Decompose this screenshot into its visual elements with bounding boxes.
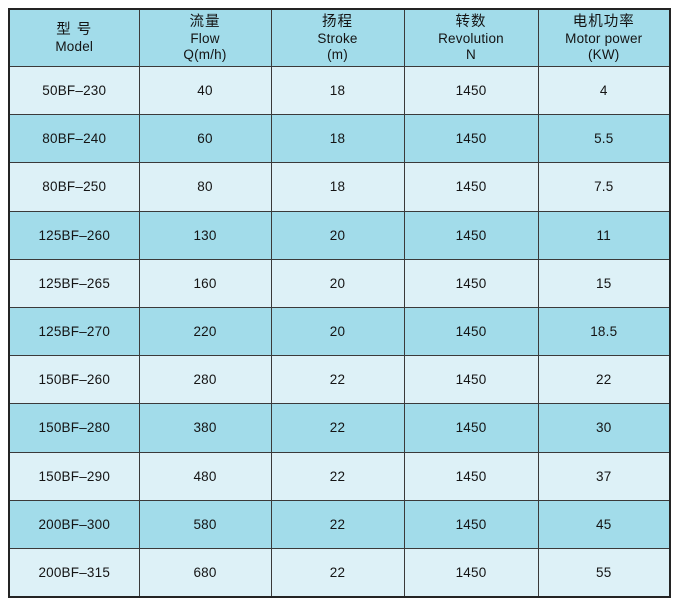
header-flow: 流量 Flow Q(m/h) [138, 8, 272, 67]
header-model-en: Model [55, 38, 94, 54]
header-motor-power-en: Motor power [565, 30, 643, 46]
cell-model: 125BF–265 [8, 258, 140, 308]
table-row: 125BF–270 220 20 1450 18.5 [8, 306, 671, 357]
cell-stroke: 22 [270, 547, 405, 598]
cell-model: 150BF–260 [8, 355, 140, 405]
cell-stroke: 22 [270, 355, 405, 405]
header-revolution-zh: 转数 [455, 13, 487, 30]
cell-power: 30 [537, 403, 671, 453]
header-motor-power-zh: 电机功率 [572, 13, 635, 30]
cell-flow: 280 [138, 355, 272, 405]
cell-revolution: 1450 [403, 499, 539, 549]
cell-power: 37 [537, 451, 671, 501]
cell-flow: 80 [138, 162, 272, 212]
table-row: 80BF–250 80 18 1450 7.5 [8, 162, 671, 212]
cell-power: 55 [537, 547, 671, 598]
cell-flow: 220 [138, 306, 272, 357]
cell-model: 150BF–290 [8, 451, 140, 501]
cell-stroke: 18 [270, 114, 405, 164]
header-flow-unit: Q(m/h) [183, 46, 227, 62]
cell-stroke: 20 [270, 306, 405, 357]
cell-flow: 60 [138, 114, 272, 164]
table-row: 150BF–260 280 22 1450 22 [8, 355, 671, 405]
header-revolution-en: Revolution [438, 30, 504, 46]
cell-power: 45 [537, 499, 671, 549]
cell-flow: 580 [138, 499, 272, 549]
header-stroke-zh: 扬程 [322, 13, 353, 30]
cell-revolution: 1450 [403, 547, 539, 598]
cell-flow: 680 [138, 547, 272, 598]
table-row: 80BF–240 60 18 1450 5.5 [8, 114, 671, 164]
cell-stroke: 20 [270, 258, 405, 308]
table-row: 125BF–260 130 20 1450 11 [8, 210, 671, 260]
cell-power: 22 [537, 355, 671, 405]
table-row: 150BF–280 380 22 1450 30 [8, 403, 671, 453]
table-row: 200BF–300 580 22 1450 45 [8, 499, 671, 549]
cell-stroke: 22 [270, 451, 405, 501]
cell-revolution: 1450 [403, 210, 539, 260]
cell-stroke: 18 [270, 65, 405, 116]
cell-revolution: 1450 [403, 451, 539, 501]
cell-revolution: 1450 [403, 355, 539, 405]
header-stroke: 扬程 Stroke (m) [270, 8, 405, 67]
cell-model: 150BF–280 [8, 403, 140, 453]
cell-stroke: 20 [270, 210, 405, 260]
cell-model: 200BF–300 [8, 499, 140, 549]
cell-model: 125BF–270 [8, 306, 140, 357]
table-row: 200BF–315 680 22 1450 55 [8, 547, 671, 598]
cell-power: 15 [537, 258, 671, 308]
header-model: 型 号 Model [8, 8, 140, 67]
header-row: 型 号 Model 流量 Flow Q(m/h) 扬程 Stroke (m) 转… [8, 8, 671, 67]
table-row: 125BF–265 160 20 1450 15 [8, 258, 671, 308]
cell-stroke: 22 [270, 499, 405, 549]
header-revolution: 转数 Revolution N [403, 8, 539, 67]
cell-flow: 380 [138, 403, 272, 453]
table-row: 150BF–290 480 22 1450 37 [8, 451, 671, 501]
cell-power: 7.5 [537, 162, 671, 212]
header-flow-zh: 流量 [189, 13, 221, 30]
cell-revolution: 1450 [403, 306, 539, 357]
header-flow-en: Flow [190, 30, 220, 46]
table-row: 50BF–230 40 18 1450 4 [8, 65, 671, 116]
cell-revolution: 1450 [403, 114, 539, 164]
cell-model: 80BF–250 [8, 162, 140, 212]
cell-flow: 480 [138, 451, 272, 501]
cell-model: 125BF–260 [8, 210, 140, 260]
cell-stroke: 22 [270, 403, 405, 453]
cell-revolution: 1450 [403, 162, 539, 212]
cell-revolution: 1450 [403, 403, 539, 453]
header-motor-power-unit: (KW) [587, 46, 620, 62]
cell-power: 18.5 [537, 306, 671, 357]
cell-flow: 160 [138, 258, 272, 308]
cell-power: 4 [537, 65, 671, 116]
cell-model: 50BF–230 [8, 65, 140, 116]
cell-power: 11 [537, 210, 671, 260]
pump-spec-table: 型 号 Model 流量 Flow Q(m/h) 扬程 Stroke (m) 转… [8, 8, 671, 598]
cell-model: 200BF–315 [8, 547, 140, 598]
header-motor-power: 电机功率 Motor power (KW) [537, 8, 671, 67]
header-stroke-en: Stroke [317, 30, 358, 46]
cell-revolution: 1450 [403, 258, 539, 308]
cell-power: 5.5 [537, 114, 671, 164]
header-stroke-unit: (m) [327, 46, 348, 62]
cell-revolution: 1450 [403, 65, 539, 116]
cell-flow: 40 [138, 65, 272, 116]
cell-model: 80BF–240 [8, 114, 140, 164]
cell-flow: 130 [138, 210, 272, 260]
header-revolution-unit: N [466, 46, 476, 62]
cell-stroke: 18 [270, 162, 405, 212]
header-model-zh: 型 号 [56, 21, 93, 38]
